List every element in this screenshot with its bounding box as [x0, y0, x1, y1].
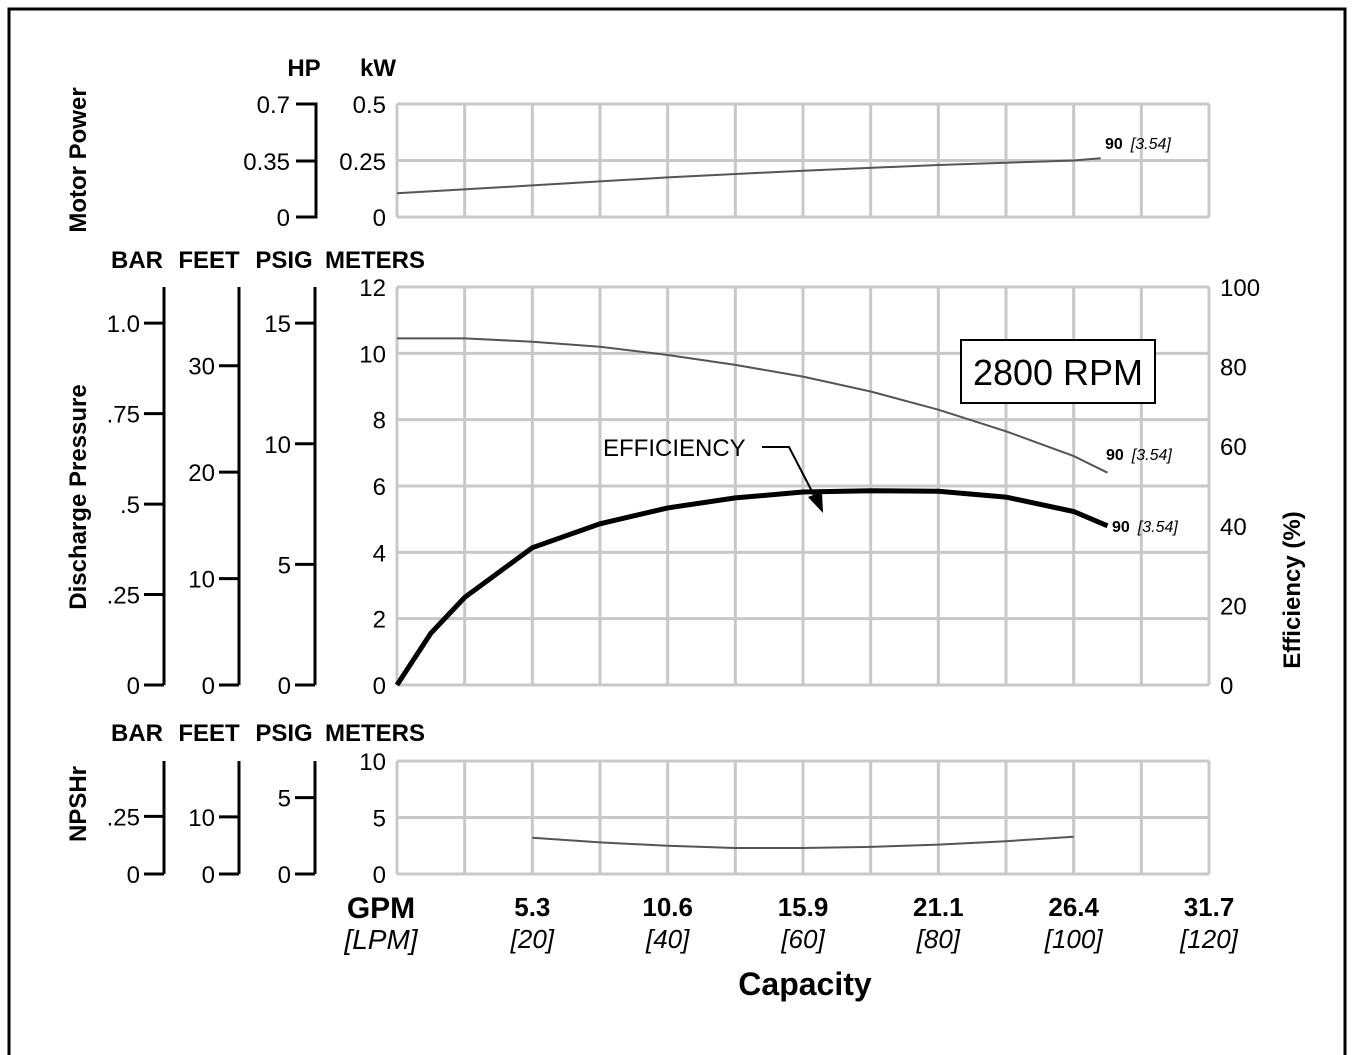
x-tick-lpm: [20] [510, 924, 555, 954]
psig-tick-label: 10 [264, 432, 291, 459]
feet-tick-label: 20 [188, 460, 215, 487]
feet-tick-label: 30 [188, 354, 215, 381]
bar-tick-label: .25 [107, 804, 140, 831]
pressure-curve-label: 90 [3.54] [1106, 447, 1172, 464]
x-tick-gpm: 31.7 [1184, 892, 1235, 922]
efficiency-curve-label: 90 [3.54] [1112, 519, 1178, 536]
meters-axis-name: METERS [325, 247, 425, 274]
hp-axis-name: HP [287, 55, 320, 82]
bar-tick-label: 0 [127, 862, 140, 889]
motor-power-panel: Motor Power HP 0.7 0.35 0 kW 0.5 0.25 0 … [65, 55, 1211, 233]
x-unit-lpm: [LPM] [343, 924, 418, 955]
hp-tick-label: 0.7 [257, 92, 290, 119]
efficiency-tick-label: 80 [1220, 355, 1247, 382]
psig-tick-label: 5 [278, 552, 291, 579]
meters-tick-label: 5 [373, 806, 386, 833]
x-axis-title: Capacity [738, 966, 872, 1002]
discharge-pressure-panel: Discharge Pressure BAR FEET PSIG METERS … [65, 247, 1306, 700]
motor-power-grid [395, 102, 1211, 219]
x-tick-lpm: [80] [916, 924, 961, 954]
meters-tick-label: 0 [373, 673, 386, 700]
efficiency-tick-label: 0 [1220, 673, 1233, 700]
meters-tick-label: 8 [373, 408, 386, 435]
discharge-pressure-curve [397, 337, 1108, 474]
kw-axis-name: kW [360, 55, 396, 82]
kw-tick-label: 0 [373, 205, 386, 232]
x-tick-lpm: [120] [1179, 924, 1239, 954]
efficiency-tick-label: 20 [1220, 593, 1247, 620]
motor-power-curve [396, 157, 1101, 195]
efficiency-annotation: EFFICIENCY [603, 435, 746, 462]
bar-tick-label: 1.0 [107, 311, 140, 338]
efficiency-tick-label: 40 [1220, 514, 1247, 541]
hp-tick-label: 0.35 [243, 149, 290, 176]
bar-tick-label: 0 [127, 673, 140, 700]
kw-tick-label: 0.5 [353, 92, 386, 119]
meters-axis-name: METERS [325, 720, 425, 747]
discharge-pressure-title: Discharge Pressure [65, 384, 92, 609]
meters-tick-label: 12 [359, 275, 386, 302]
efficiency-curve [394, 488, 1109, 687]
npshr-curve [532, 835, 1074, 849]
x-tick-gpm: 10.6 [642, 892, 693, 922]
bar-tick-label: .25 [107, 583, 140, 610]
psig-tick-label: 0 [278, 862, 291, 889]
x-tick-lpm: [60] [780, 924, 825, 954]
feet-tick-label: 0 [202, 673, 215, 700]
bar-tick-label: .75 [107, 402, 140, 429]
npshr-panel: NPSHr BAR FEET PSIG METERS 0 .25 0 10 0 5 0 5 10 [65, 720, 1211, 889]
x-axis: GPM [LPM] 5.3[20] 10.6[40] 15.9[60] 21.1[80… [343, 892, 1238, 1002]
x-tick-labels: 5.3[20] 10.6[40] 15.9[60] 21.1[80] 26.4[100]… [510, 892, 1239, 954]
bar-axis-name: BAR [111, 720, 163, 747]
outer-frame [7, 7, 1347, 1055]
discharge-pressure-axes: 0 .25 .5 .75 1.0 0 10 20 30 0 5 10 15 0 2 4 6 8 10 12 0 20 40 6… [107, 275, 1260, 700]
meters-tick-label: 6 [373, 474, 386, 501]
psig-axis-name: PSIG [255, 247, 312, 274]
x-tick-gpm: 21.1 [913, 892, 964, 922]
motor-power-curve-label: 90 [3.54] [1105, 136, 1171, 153]
bar-axis-name: BAR [111, 247, 163, 274]
npshr-grid [395, 759, 1211, 876]
meters-tick-label: 2 [373, 607, 386, 634]
feet-tick-label: 10 [188, 805, 215, 832]
bar-tick-label: .5 [120, 492, 140, 519]
npshr-title: NPSHr [65, 766, 92, 842]
meters-tick-label: 0 [373, 862, 386, 889]
feet-axis-name: FEET [178, 720, 240, 747]
feet-tick-label: 0 [202, 862, 215, 889]
hp-tick-label: 0 [277, 205, 290, 232]
meters-tick-label: 10 [359, 749, 386, 776]
rpm-box [960, 339, 1156, 404]
npshr-axes: 0 .25 0 10 0 5 0 5 10 [107, 749, 386, 889]
meters-tick-label: 10 [359, 341, 386, 368]
psig-tick-label: 5 [278, 786, 291, 813]
efficiency-tick-label: 60 [1220, 434, 1247, 461]
kw-tick-label: 0.25 [339, 149, 386, 176]
efficiency-arrowhead-icon [808, 492, 823, 513]
x-tick-gpm: 5.3 [514, 892, 550, 922]
psig-tick-label: 0 [278, 673, 291, 700]
psig-axis-name: PSIG [255, 720, 312, 747]
x-tick-lpm: [100] [1044, 924, 1104, 954]
efficiency-annotation-leader [762, 446, 819, 504]
feet-axis-name: FEET [178, 247, 240, 274]
feet-tick-label: 10 [188, 567, 215, 594]
x-tick-gpm: 15.9 [778, 892, 829, 922]
x-tick-gpm: 26.4 [1048, 892, 1099, 922]
rpm-label: 2800 RPM [973, 352, 1143, 393]
efficiency-tick-label: 100 [1220, 275, 1260, 302]
x-tick-lpm: [40] [645, 924, 690, 954]
hp-axis-bracket [296, 102, 318, 219]
psig-tick-label: 15 [264, 311, 291, 338]
x-unit-gpm: GPM [347, 892, 415, 925]
motor-power-title: Motor Power [65, 87, 92, 232]
meters-tick-label: 4 [373, 540, 386, 567]
efficiency-axis-title: Efficiency (%) [1279, 511, 1306, 668]
